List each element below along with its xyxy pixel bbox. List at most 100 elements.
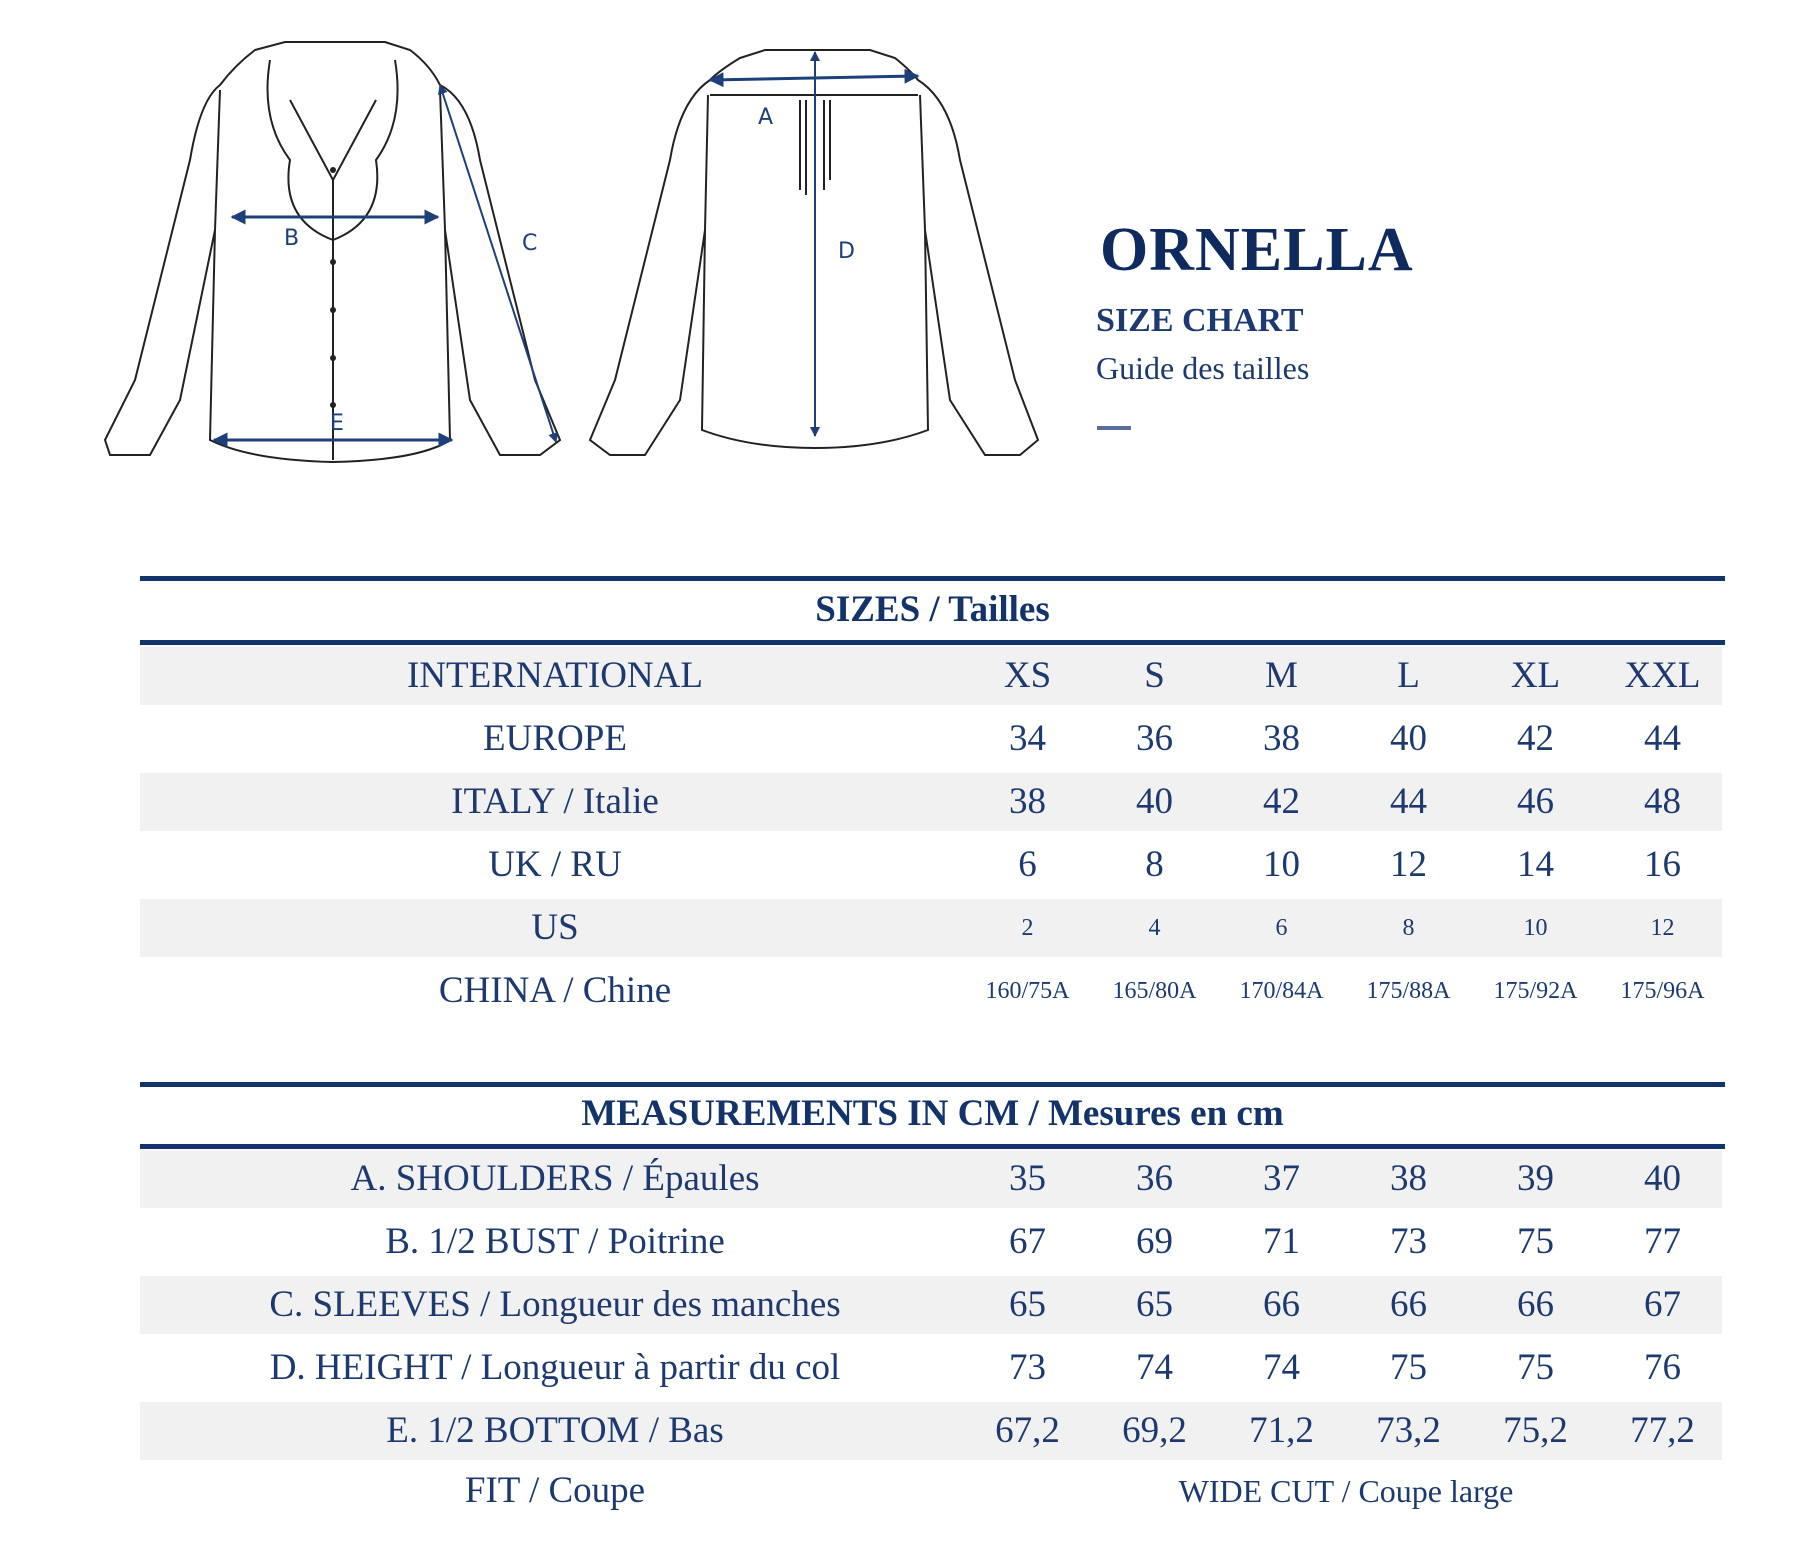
row-label: INTERNATIONAL: [407, 655, 703, 696]
table-row: US 2 4 6 8 10 12: [140, 899, 1722, 957]
size-value: 66: [1517, 1284, 1554, 1325]
row-label: CHINA / Chine: [438, 970, 672, 1011]
table-row: C. SLEEVES / Longueur des manches 65 65 66 6…: [140, 1276, 1722, 1334]
size-value: 14: [1517, 844, 1554, 885]
table-row: B. 1/2 BUST / Poitrine 67 69 71 73 75 77: [140, 1213, 1722, 1271]
front-shirt-drawing: [103, 41, 562, 464]
size-value: 65: [1136, 1284, 1173, 1325]
size-value: 66: [1263, 1284, 1300, 1325]
size-value: XS: [1003, 655, 1052, 696]
table-row: CHINA / Chine 160/75A 165/80A 170/84A 175/88…: [140, 962, 1722, 1020]
size-value: 74: [1263, 1347, 1300, 1388]
row-label: C. SLEEVES / Longueur des manches: [269, 1284, 841, 1325]
size-value: 175/96A: [1620, 978, 1705, 1004]
size-value: 46: [1517, 781, 1554, 822]
product-title: ORNELLA: [1100, 216, 1414, 284]
size-value: 48: [1644, 781, 1681, 822]
size-value: 44: [1644, 718, 1681, 759]
size-value: 75,2: [1503, 1410, 1568, 1451]
size-value: 34: [1009, 718, 1046, 759]
size-value: 38: [1009, 781, 1046, 822]
size-value: 67: [1009, 1221, 1046, 1262]
size-value: 6: [1018, 844, 1037, 885]
size-chart-heading: SIZE CHART: [1096, 302, 1304, 339]
size-value: 4: [1148, 915, 1161, 941]
row-label: E. 1/2 BOTTOM / Bas: [386, 1410, 724, 1451]
size-value: 66: [1390, 1284, 1427, 1325]
size-value: 65: [1009, 1284, 1046, 1325]
row-label: B. 1/2 BUST / Poitrine: [385, 1221, 725, 1262]
garment-diagrams: B E C A D: [103, 41, 1040, 464]
table-row: ITALY / Italie 38 40 42 44 46 48: [140, 773, 1722, 831]
table-row: E. 1/2 BOTTOM / Bas 67,2 69,2 71,2 73,2 75,2 7…: [140, 1402, 1722, 1460]
table-row: INTERNATIONAL XS S M L XL XXL: [140, 647, 1722, 705]
fit-row: FIT / Coupe WIDE CUT / Coupe large: [140, 1462, 1722, 1520]
label-b: B: [284, 226, 299, 251]
row-label: D. HEIGHT / Longueur à partir du col: [269, 1347, 841, 1388]
table-row: D. HEIGHT / Longueur à partir du col 73 74…: [140, 1339, 1722, 1397]
size-value: M: [1265, 655, 1298, 696]
size-value: 67: [1644, 1284, 1681, 1325]
row-label: EUROPE: [483, 718, 627, 759]
size-value: 36: [1136, 718, 1173, 759]
size-chart-heading-fr: Guide des tailles: [1096, 350, 1310, 386]
size-value: 77,2: [1630, 1410, 1695, 1451]
size-value: 40: [1390, 718, 1427, 759]
size-value: 40: [1644, 1158, 1681, 1199]
size-value: 10: [1263, 844, 1300, 885]
divider: [140, 1144, 1725, 1149]
size-value: S: [1144, 655, 1165, 696]
size-value: 16: [1644, 844, 1681, 885]
table-row: EUROPE 34 36 38 40 42 44: [140, 710, 1722, 768]
size-value: 37: [1263, 1158, 1300, 1199]
back-measurement-arrows: [708, 51, 920, 437]
size-value: 36: [1136, 1158, 1173, 1199]
front-measurement-arrows: [212, 84, 558, 448]
size-value: L: [1397, 655, 1420, 696]
size-value: 38: [1390, 1158, 1427, 1199]
row-label: US: [531, 907, 579, 948]
size-value: 12: [1650, 915, 1675, 941]
size-value: 44: [1390, 781, 1427, 822]
size-value: XXL: [1624, 655, 1701, 696]
size-value: 8: [1145, 844, 1164, 885]
size-value: 6: [1275, 915, 1288, 941]
size-value: 42: [1517, 718, 1554, 759]
size-value: 35: [1009, 1158, 1046, 1199]
size-value: 69,2: [1122, 1410, 1187, 1451]
label-c: C: [522, 231, 537, 256]
label-a: A: [758, 105, 773, 130]
sizes-heading: SIZES / Tailles: [815, 589, 1050, 630]
size-value: 40: [1136, 781, 1173, 822]
size-value: 75: [1517, 1347, 1554, 1388]
size-value: 75: [1517, 1221, 1554, 1262]
label-e: E: [330, 411, 344, 436]
size-value: 73: [1009, 1347, 1046, 1388]
size-value: 39: [1517, 1158, 1554, 1199]
size-value: 77: [1644, 1221, 1681, 1262]
size-value: 42: [1263, 781, 1300, 822]
size-value: 67,2: [995, 1410, 1060, 1451]
size-value: 170/84A: [1239, 978, 1324, 1004]
divider-dash: [1097, 426, 1131, 430]
divider: [140, 640, 1725, 645]
size-value: 160/75A: [985, 978, 1070, 1004]
fit-label: FIT / Coupe: [464, 1470, 646, 1511]
row-label: A. SHOULDERS / Épaules: [350, 1158, 760, 1199]
table-row: UK / RU 6 8 10 12 14 16: [140, 836, 1722, 894]
size-value: 75: [1390, 1347, 1427, 1388]
label-d: D: [838, 239, 855, 264]
divider: [140, 1082, 1725, 1087]
row-label: ITALY / Italie: [451, 781, 659, 822]
size-value: 10: [1523, 915, 1548, 941]
table-row: A. SHOULDERS / Épaules 35 36 37 38 39 40: [140, 1150, 1722, 1208]
fit-value: WIDE CUT / Coupe large: [1178, 1473, 1514, 1509]
row-label: UK / RU: [488, 844, 622, 885]
size-value: 2: [1021, 915, 1034, 941]
size-value: 74: [1136, 1347, 1173, 1388]
size-value: 175/92A: [1493, 978, 1578, 1004]
divider: [140, 576, 1725, 581]
size-value: 12: [1390, 844, 1427, 885]
measurements-heading: MEASUREMENTS IN CM / Mesures en cm: [581, 1093, 1284, 1134]
size-value: 71: [1263, 1221, 1300, 1262]
